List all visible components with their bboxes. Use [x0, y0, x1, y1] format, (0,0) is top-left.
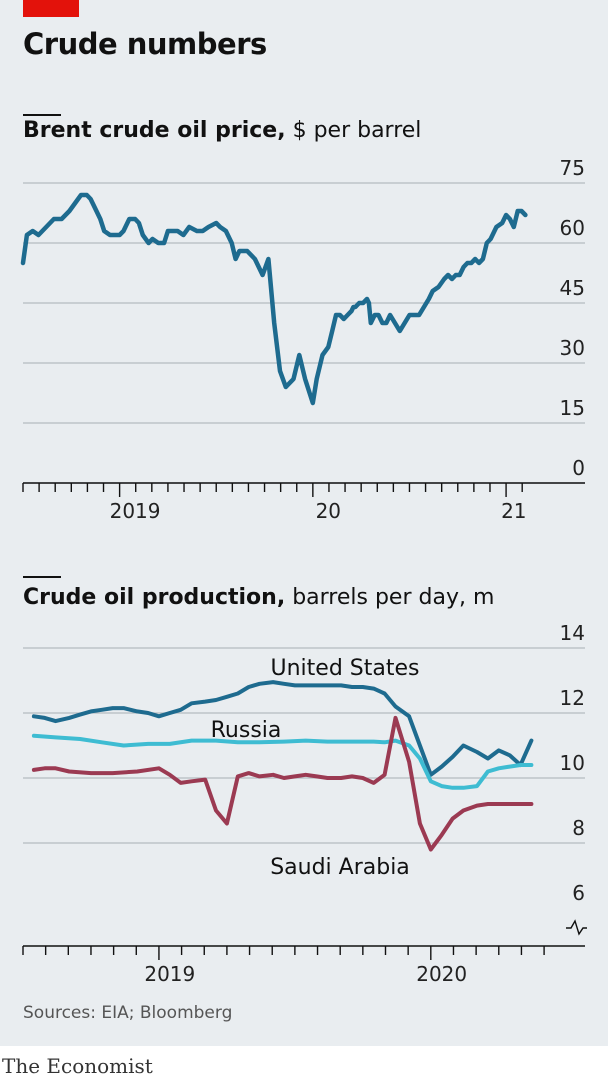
x-tick-label: 20 [316, 499, 341, 523]
chart1-title-bold: Brent crude oil price, [23, 118, 286, 143]
series-label: United States [271, 656, 420, 681]
y-tick-label: 6 [572, 881, 585, 905]
x-tick-label: 21 [501, 499, 526, 523]
y-tick-label: 14 [560, 621, 585, 645]
y-tick-label: 60 [560, 216, 585, 240]
y-tick-label: 8 [572, 816, 585, 840]
brand-logo: The Economist [2, 1054, 153, 1078]
chart1-rule [23, 114, 61, 116]
y-tick-label: 10 [560, 751, 585, 775]
series-label: Russia [211, 718, 282, 743]
chart2-rule [23, 576, 61, 578]
red-tag [23, 0, 79, 17]
y-tick-label: 45 [560, 276, 585, 300]
y-tick-label: 30 [560, 336, 585, 360]
x-tick-label: 2020 [416, 962, 467, 986]
chart-panel [0, 0, 608, 1046]
series-line-russia [31, 733, 534, 790]
y-tick-label: 75 [560, 156, 585, 180]
chart2-title-bold: Crude oil production, [23, 585, 286, 610]
source-note: Sources: EIA; Bloomberg [23, 1003, 233, 1023]
series-line-united-states [31, 680, 534, 777]
chart1-subtitle: $ per barrel [292, 118, 422, 143]
chart1-title: Brent crude oil price, $ per barrel [23, 118, 421, 143]
y-tick-label: 0 [572, 456, 585, 480]
production-chart: 6 8 10 12 14 2019 2020 United States Russia Saudi… [22, 621, 587, 986]
x-tick-label: 2019 [144, 962, 195, 986]
y-tick-label: 15 [560, 396, 585, 420]
chart2-subtitle: barrels per day, m [292, 585, 495, 610]
chart2-title: Crude oil production, barrels per day, m [23, 585, 494, 610]
axis-break-icon [566, 919, 587, 936]
brent-price-chart: 0 15 30 45 60 75 2019 20 21 [20, 156, 585, 523]
series-line-saudi-arabia [31, 715, 534, 852]
x-tick-label: 2019 [110, 499, 161, 523]
y-tick-label: 12 [560, 686, 585, 710]
page-title: Crude numbers [23, 27, 267, 61]
series-label: Saudi Arabia [270, 855, 410, 880]
price-line [20, 192, 528, 406]
